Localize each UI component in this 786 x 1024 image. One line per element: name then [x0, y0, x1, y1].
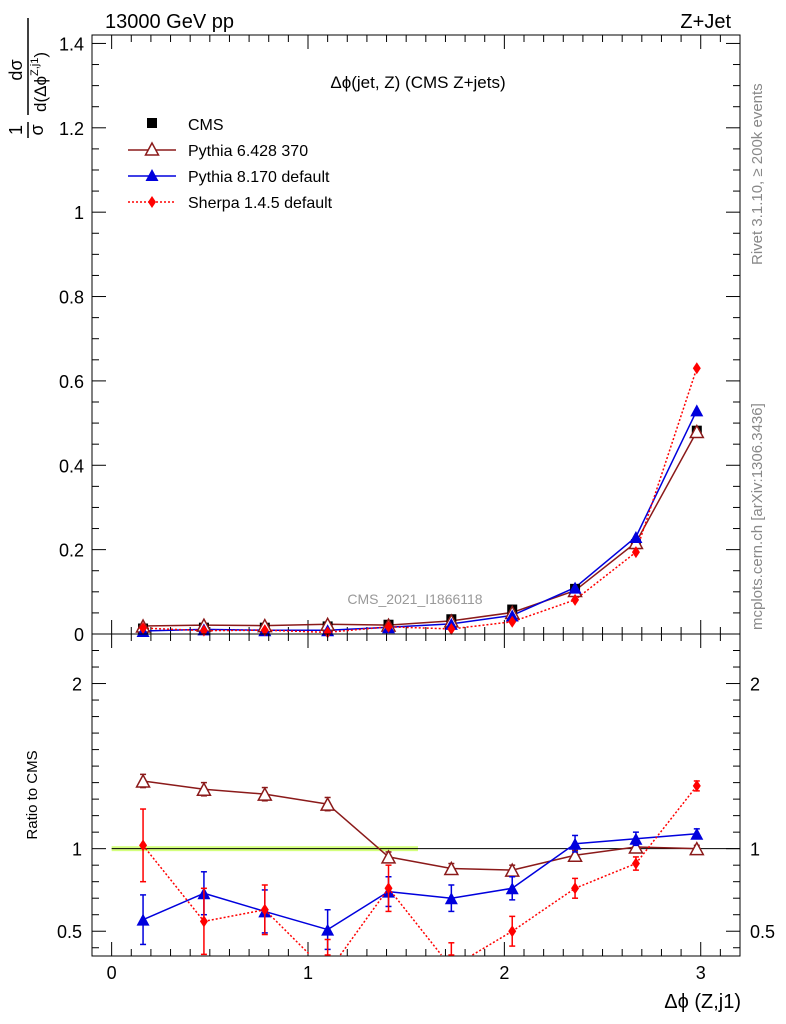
- ratio-point-pythia6: [196, 781, 212, 796]
- ratio-point-sherpa: [571, 882, 580, 895]
- main-y-tick-label: 0.2: [59, 541, 84, 561]
- legend: CMS Pythia 6.428 370 Pythia 8.170 defaul…: [128, 117, 333, 212]
- main-point-pythia8: [690, 404, 704, 417]
- legend-marker-pythia8: [145, 169, 159, 181]
- legend-entry-pythia8: Pythia 8.170 default: [128, 169, 330, 186]
- ratio-point-pythia6: [689, 841, 705, 856]
- x-axis-label: Δϕ (Z,j1): [664, 991, 741, 1013]
- legend-label-pythia6: Pythia 6.428 370: [188, 143, 308, 160]
- rivet-label: Rivet 3.1.10, ≥ 200k events: [749, 83, 766, 265]
- y-label-superscript: Z,j1: [29, 58, 41, 76]
- header-right: Z+Jet: [680, 11, 731, 33]
- main-point-pythia8: [568, 581, 582, 594]
- ratio-point-pythia8: [321, 923, 335, 936]
- ratio-point-sherpa: [631, 857, 640, 870]
- ratio-point-pythia6: [443, 860, 460, 876]
- main-point-sherpa: [139, 622, 148, 635]
- ratio-y-axis-label: Ratio to CMS: [24, 750, 41, 839]
- ratio-point-pythia8: [505, 882, 519, 895]
- main-y-tick-label: 1.4: [59, 34, 84, 54]
- analysis-watermark: CMS_2021_I1866118: [347, 591, 482, 607]
- ratio-line-sherpa: [142, 785, 698, 956]
- ratio-point-pythia6: [380, 849, 397, 864]
- main-y-tick-label: 1: [74, 203, 84, 223]
- main-line-sherpa: [143, 368, 698, 634]
- main-point-pythia8: [629, 530, 643, 543]
- ratio-line-pythia8: [142, 833, 697, 931]
- legend-entry-pythia6: Pythia 6.428 370: [128, 141, 308, 160]
- ratio-point-pythia8: [629, 832, 643, 845]
- y-label-denominator: d(ΔϕZ,j1): [29, 52, 50, 112]
- ratio-point-sherpa: [692, 779, 701, 792]
- main-title: Δϕ(jet, Z) (CMS Z+jets): [330, 73, 505, 92]
- ratio-y-tick-label-left: 2: [72, 675, 82, 695]
- ratio-point-pythia6: [135, 773, 151, 788]
- main-line-pythia8: [143, 410, 698, 632]
- main-y-tick-labels: 0 0.2 0.4 0.6 0.8 1 1.2 1.4: [59, 34, 84, 645]
- main-point-sherpa: [631, 546, 640, 559]
- ratio-y-tick-label-right: 0.5: [750, 922, 775, 942]
- ratio-point-sherpa: [139, 839, 148, 852]
- main-point-pythia8: [505, 609, 519, 622]
- ratio-point-pythia8: [690, 827, 704, 840]
- legend-label-sherpa: Sherpa 1.4.5 default: [188, 195, 333, 212]
- main-y-axis-label: 1 σ dσ d(ΔϕZ,j1): [6, 18, 50, 138]
- legend-entry-sherpa: Sherpa 1.4.5 default: [128, 195, 333, 212]
- main-y-tick-label: 0.4: [59, 456, 84, 476]
- x-tick-label: 3: [696, 963, 706, 983]
- main-point-sherpa: [571, 593, 580, 606]
- main-point-sherpa: [508, 615, 517, 628]
- legend-label-pythia8: Pythia 8.170 default: [188, 169, 330, 186]
- ratio-point-sherpa: [508, 925, 517, 938]
- ratio-axis-ticks: [92, 634, 741, 956]
- legend-marker-pythia6: [144, 141, 160, 156]
- ratio-y-tick-label-right: 1: [750, 840, 760, 860]
- main-axis-ticks: [92, 35, 741, 635]
- legend-entry-cms: CMS: [147, 117, 224, 134]
- x-tick-labels: 0 1 2 3: [107, 963, 706, 983]
- legend-label-cms: CMS: [188, 117, 224, 134]
- ratio-series-layer: [135, 773, 705, 956]
- y-label-sigma: σ: [27, 124, 47, 135]
- ratio-point-sherpa: [384, 882, 393, 895]
- ratio-point-pythia8: [568, 837, 582, 850]
- legend-marker-cms: [147, 118, 157, 128]
- ratio-point-pythia6: [257, 786, 273, 801]
- main-point-sherpa: [384, 620, 393, 633]
- x-tick-label: 1: [303, 963, 313, 983]
- main-point-sherpa: [692, 362, 701, 375]
- main-point-sherpa: [447, 622, 456, 635]
- ratio-y-tick-label-left: 1: [72, 840, 82, 860]
- ratio-point-sherpa: [199, 915, 208, 928]
- legend-marker-sherpa: [148, 196, 156, 208]
- main-y-tick-label: 0: [74, 625, 84, 645]
- ratio-point-pythia6: [319, 796, 336, 811]
- ratio-y-tick-labels: 0.5 0.5 1 1 2 2: [57, 675, 775, 943]
- ratio-point-sherpa: [260, 903, 269, 916]
- y-label-numerator: dσ: [6, 59, 26, 80]
- ratio-point-pythia6: [628, 839, 644, 854]
- main-point-sherpa: [260, 624, 269, 637]
- ratio-y-tick-label-left: 0.5: [57, 922, 82, 942]
- ratio-point-pythia8: [444, 892, 458, 905]
- ratio-point-pythia6: [567, 847, 583, 863]
- main-point-pythia6: [689, 423, 705, 439]
- main-y-tick-label: 0.8: [59, 288, 84, 308]
- main-series-layer: [135, 362, 705, 639]
- main-point-sherpa: [323, 626, 332, 639]
- main-y-tick-label: 1.2: [59, 119, 84, 139]
- main-line-pythia6: [143, 431, 698, 627]
- mcplots-label: mcplots.cern.ch [arXiv:1306.3436]: [749, 403, 766, 630]
- ratio-panel-frame: [91, 633, 741, 957]
- x-tick-label: 0: [107, 963, 117, 983]
- y-label-pre: 1: [6, 125, 26, 135]
- x-tick-label: 2: [499, 963, 509, 983]
- ratio-point-pythia8: [136, 913, 150, 926]
- ratio-y-tick-label-right: 2: [750, 675, 760, 695]
- ratio-line-pythia6: [142, 780, 697, 871]
- main-y-tick-label: 0.6: [59, 372, 84, 392]
- header-left: 13000 GeV pp: [105, 11, 234, 33]
